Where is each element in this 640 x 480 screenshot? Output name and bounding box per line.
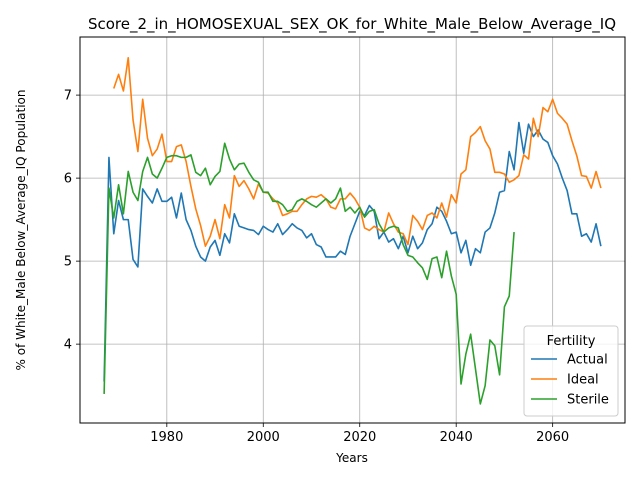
- y-tick-label: 4: [64, 338, 72, 353]
- x-tick-label: 2020: [343, 430, 376, 445]
- legend-box: [523, 325, 619, 417]
- legend-title: Fertility: [547, 334, 596, 349]
- y-axis-label: % of White_Male Below_Average_IQ Populat…: [14, 90, 28, 371]
- x-tick-label: 1980: [150, 430, 183, 445]
- legend-label-actual: Actual: [567, 353, 608, 368]
- chart-title: Score_2_in_HOMOSEXUAL_SEX_OK_for_White_M…: [88, 15, 616, 34]
- legend-label-ideal: Ideal: [567, 373, 599, 388]
- series-lines: [103, 56, 602, 405]
- y-tick-label: 7: [64, 89, 72, 104]
- x-axis-ticks: 1980 2000 2020 2040 2060: [150, 423, 569, 445]
- x-tick-label: 2000: [247, 430, 280, 445]
- legend: Fertility Actual Ideal Sterile: [523, 325, 619, 417]
- x-tick-label: 2040: [440, 430, 473, 445]
- y-axis-ticks: 4 5 6 7: [64, 89, 80, 353]
- x-tick-label: 2060: [536, 430, 569, 445]
- y-tick-label: 6: [64, 172, 72, 187]
- series-line-sterile: [103, 142, 515, 405]
- series-line-actual: [103, 121, 602, 382]
- series-line-ideal: [113, 56, 602, 247]
- y-tick-label: 5: [64, 255, 72, 270]
- legend-label-sterile: Sterile: [567, 393, 609, 408]
- plot-frame: [79, 36, 626, 424]
- x-axis-label: Years: [335, 451, 368, 465]
